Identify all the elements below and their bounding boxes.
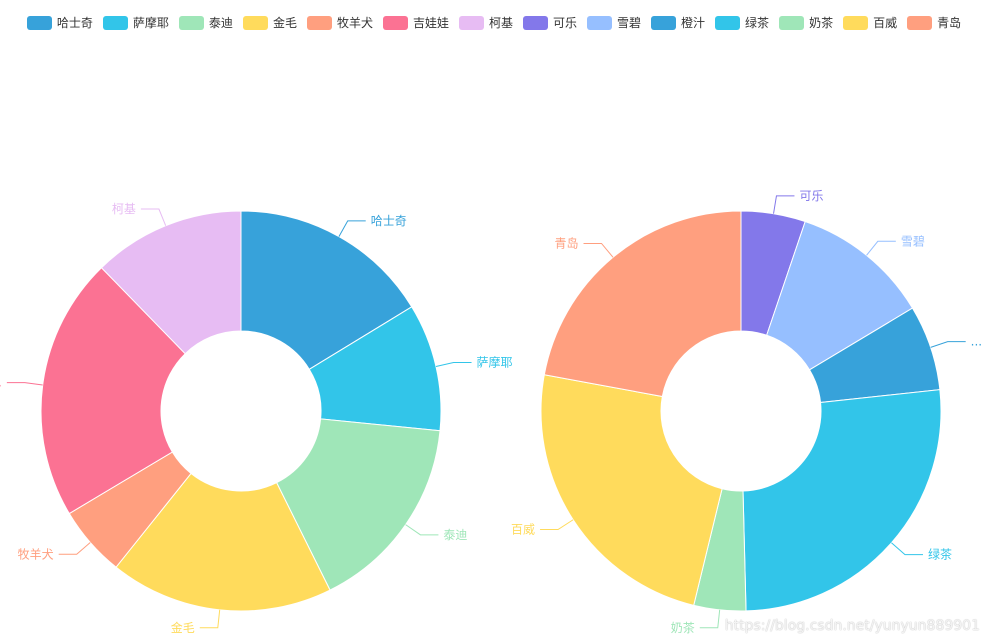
slice-label: 哈士奇: [371, 214, 407, 228]
label-line: [58, 542, 91, 555]
pie-slice[interactable]: [540, 374, 723, 606]
legend-item[interactable]: 百威: [843, 14, 897, 31]
pie-slice[interactable]: [742, 389, 942, 612]
slice-label: 绿茶: [928, 547, 952, 562]
legend-label: 金毛: [272, 16, 297, 30]
legend-item[interactable]: 牧羊犬: [306, 14, 373, 31]
label-line: [6, 382, 43, 386]
legend-swatch: [715, 15, 741, 30]
legend-swatch: [102, 15, 128, 30]
label-line: [583, 242, 614, 258]
label-line: [540, 519, 574, 531]
legend-label: 哈士奇: [56, 16, 93, 30]
label-line: [435, 361, 472, 367]
legend-swatch: [587, 15, 613, 30]
label-line: [140, 208, 167, 226]
legend-item[interactable]: 雪碧: [587, 14, 641, 31]
label-line: [930, 341, 966, 348]
legend-swatch: [458, 15, 484, 30]
legend-swatch: [779, 15, 805, 30]
label-line: [866, 240, 896, 256]
label-line: [199, 609, 221, 629]
legend-item[interactable]: 柯基: [458, 14, 513, 31]
legend-item[interactable]: 萨摩耶: [102, 14, 169, 31]
legend-label: 青岛: [937, 16, 962, 30]
pie-slice[interactable]: [40, 266, 186, 515]
label-line: [891, 542, 923, 556]
slice-label: ...: [971, 335, 982, 349]
legend-label: 百威: [873, 16, 898, 30]
legend-swatch: [651, 15, 677, 30]
legend-label: 牧羊犬: [336, 16, 373, 30]
slice-label: 雪碧: [901, 234, 925, 248]
legend-label: 萨摩耶: [132, 16, 169, 30]
watermark: https://blog.csdn.net/yunyun889901: [724, 618, 980, 634]
slice-label: 可乐: [799, 189, 823, 203]
legend-swatch: [382, 15, 408, 30]
legend-item[interactable]: 可乐: [523, 14, 577, 31]
legend-item[interactable]: 哈士奇: [26, 14, 93, 31]
pie-slice[interactable]: [100, 210, 242, 355]
legend-item[interactable]: 奶茶: [779, 14, 833, 31]
legend-item[interactable]: 金毛: [242, 14, 297, 31]
pie-slice[interactable]: [240, 210, 413, 371]
legend-label: 可乐: [553, 16, 578, 30]
legend-label: 绿茶: [745, 16, 770, 30]
legend-label: 橙汁: [681, 16, 706, 30]
legend-label: 柯基: [488, 16, 513, 30]
legend-item[interactable]: 泰迪: [178, 14, 233, 31]
slice-label: 金毛: [171, 620, 195, 635]
legend-item[interactable]: 绿茶: [715, 14, 769, 31]
legend-item[interactable]: 吉娃娃: [382, 14, 449, 31]
legend-item[interactable]: 橙汁: [651, 14, 705, 31]
legend-swatch: [907, 15, 933, 30]
legend-label: 泰迪: [208, 16, 233, 30]
legend-swatch: [843, 15, 869, 30]
legend-label: 奶茶: [809, 16, 834, 30]
label-line: [405, 524, 439, 536]
legend-swatch: [178, 15, 204, 30]
legend-item[interactable]: 青岛: [907, 14, 961, 31]
slice-label: 牧羊犬: [18, 546, 54, 561]
legend-swatch: [26, 15, 52, 30]
label-line: [773, 195, 795, 214]
chart-legend: 哈士奇 萨摩耶 泰迪 金毛 牧羊犬 吉娃娃 柯基 可乐 雪碧 橙汁 绿茶 奶茶 百威 青岛: [0, 14, 988, 31]
pie-slice[interactable]: [543, 210, 742, 398]
slice-label: 百威: [511, 523, 535, 537]
label-line: [338, 220, 366, 237]
slice-label: ...: [0, 376, 2, 390]
legend-label: 雪碧: [617, 16, 642, 30]
legend-swatch: [523, 15, 548, 30]
slice-label: 柯基: [112, 202, 136, 216]
legend-swatch: [306, 15, 332, 30]
slice-label: 泰迪: [443, 528, 467, 542]
slice-label: 奶茶: [671, 620, 695, 635]
label-line: [699, 609, 721, 629]
pie-slice[interactable]: [115, 472, 331, 612]
slice-label: 萨摩耶: [477, 354, 513, 369]
legend-swatch: [242, 15, 268, 30]
slice-label: 青岛: [554, 235, 578, 250]
legend-label: 吉娃娃: [412, 16, 449, 30]
pie-slice[interactable]: [275, 418, 441, 591]
